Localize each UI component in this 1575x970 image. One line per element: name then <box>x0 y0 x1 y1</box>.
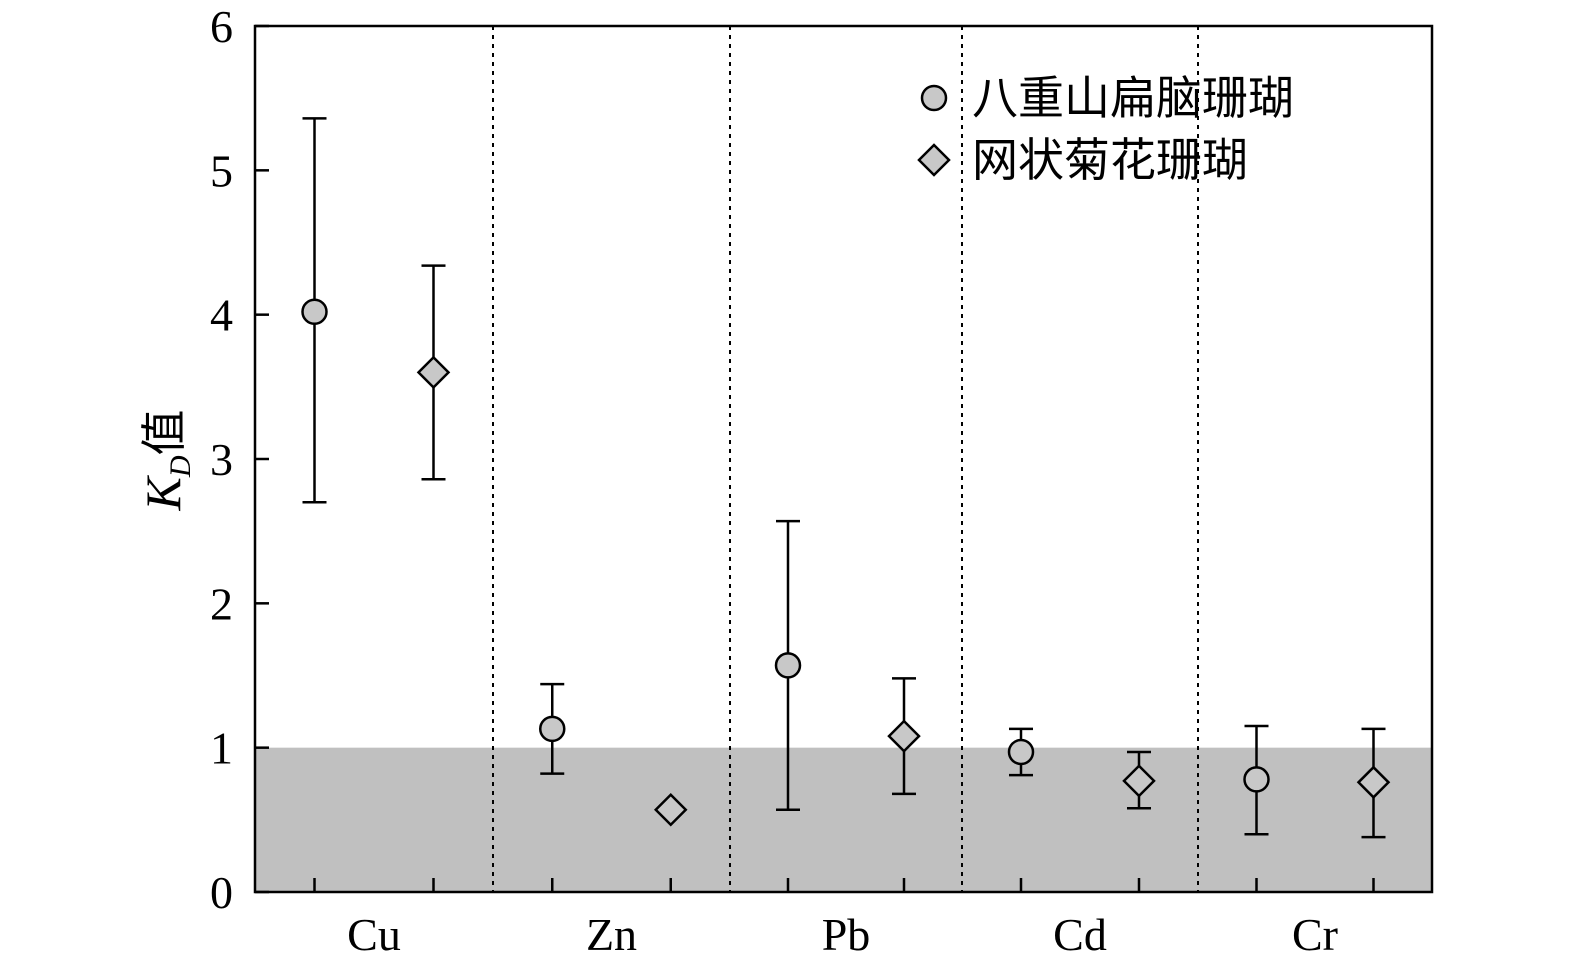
category-separators <box>492 26 1199 892</box>
series-1 <box>301 117 1270 836</box>
y-axis-label-main: K <box>135 475 191 512</box>
x-tick-label-pb: Pb <box>822 909 871 960</box>
y-tick-label: 5 <box>210 145 233 196</box>
legend-marker-circle <box>920 84 948 112</box>
y-axis-label: KD值 <box>135 409 197 511</box>
point-pb <box>774 652 802 679</box>
point-cu <box>301 298 328 326</box>
legend-item-2: 网状菊花珊瑚 <box>917 133 1248 187</box>
shaded-band <box>255 747 1432 892</box>
y-tick-label: 4 <box>210 290 233 341</box>
y-tick-label: 1 <box>210 723 233 774</box>
x-tick-label-cr: Cr <box>1292 909 1338 960</box>
point-cr <box>1243 766 1270 793</box>
point-zn <box>653 792 688 827</box>
point-cr <box>1356 765 1391 800</box>
point-cd <box>1122 764 1156 798</box>
y-tick-label: 0 <box>210 867 233 918</box>
point-cd <box>1007 738 1035 766</box>
y-axis-ticks: 0 1 2 3 4 5 6 <box>210 1 269 918</box>
legend-marker-diamond <box>917 143 951 177</box>
y-tick-label: 3 <box>210 434 233 485</box>
data-series <box>301 117 1391 839</box>
y-axis-label-sub: D <box>164 455 197 478</box>
point-pb <box>887 719 921 753</box>
y-tick-label: 2 <box>210 578 233 629</box>
series-2 <box>416 264 1391 839</box>
x-tick-label-cd: Cd <box>1053 909 1107 960</box>
shaded-band-layer <box>255 747 1432 892</box>
legend-label: 八重山扁脑珊瑚 <box>972 71 1294 125</box>
point-cu <box>416 355 451 390</box>
x-axis-ticks: Cu Zn Pb Cd Cr <box>313 878 1375 960</box>
y-axis-label-suffix: 值 <box>137 409 191 455</box>
x-tick-label-zn: Zn <box>586 909 637 960</box>
legend-item-1: 八重山扁脑珊瑚 <box>920 71 1294 125</box>
y-tick-label: 6 <box>210 1 233 52</box>
legend-label: 网状菊花珊瑚 <box>972 133 1248 187</box>
x-tick-label-cu: Cu <box>347 909 401 960</box>
point-zn <box>539 715 566 743</box>
